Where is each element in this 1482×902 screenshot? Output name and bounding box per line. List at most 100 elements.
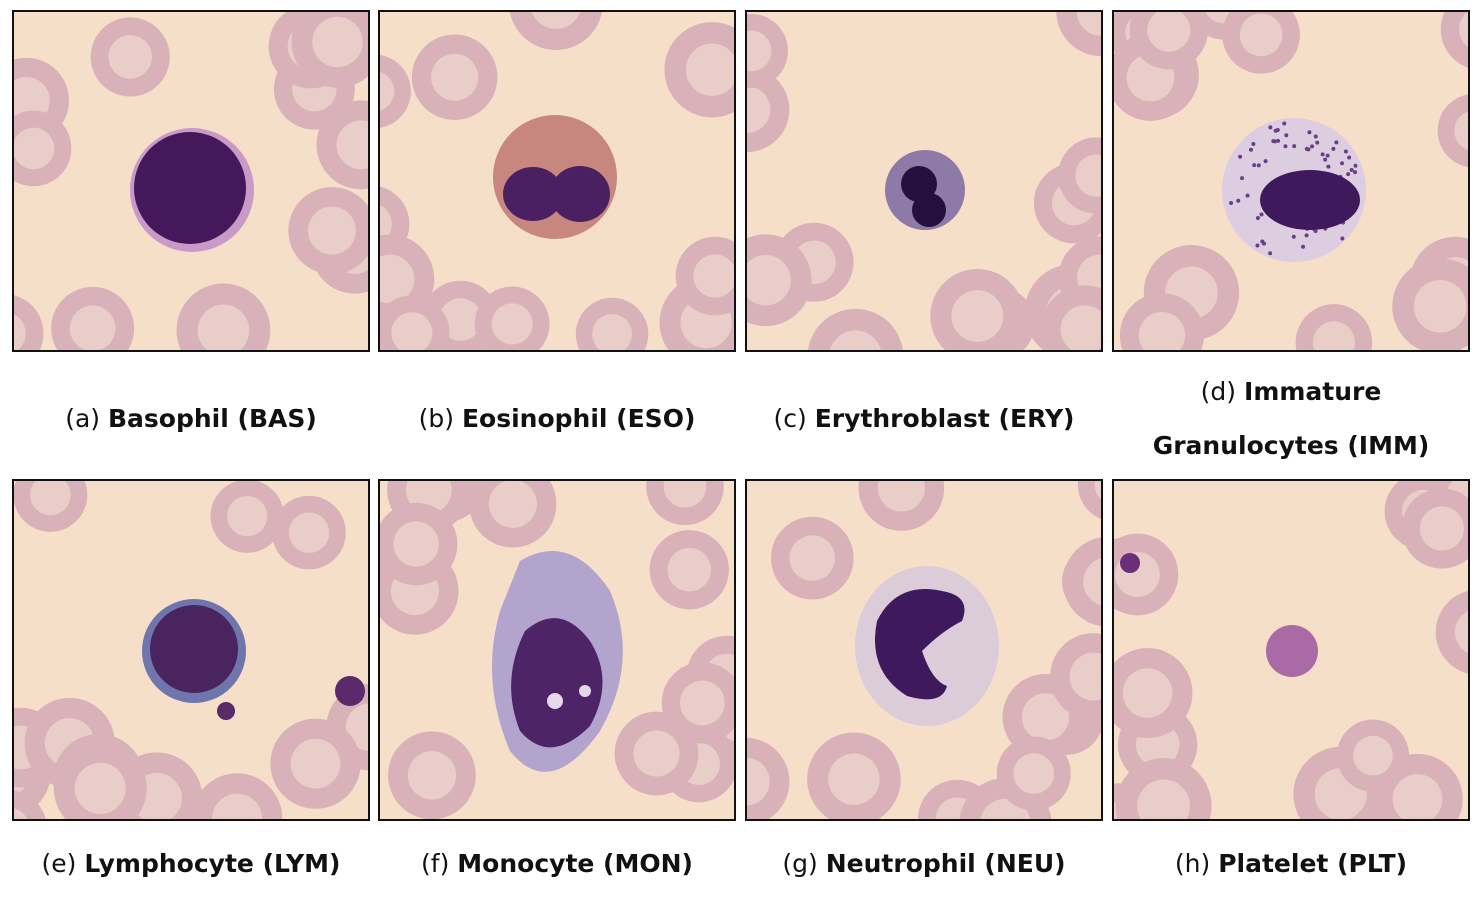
granule: [1268, 251, 1273, 256]
cell-image: [745, 479, 1103, 821]
caption: (c) Erythroblast (ERY): [754, 360, 1094, 478]
red-blood-cell-center: [1454, 111, 1468, 151]
red-blood-cell-center: [488, 481, 537, 528]
caption-text: (f) Monocyte (MON): [421, 837, 693, 891]
caption-name: Neutrophil (NEU): [825, 849, 1066, 878]
red-blood-cell-center: [1392, 774, 1443, 819]
red-blood-cell-center: [747, 30, 772, 72]
red-blood-cell-center: [212, 793, 262, 819]
red-blood-cell-center: [380, 204, 392, 244]
red-blood-cell-center: [685, 43, 734, 96]
granule: [1229, 200, 1234, 205]
nucleus: [875, 589, 965, 700]
platelet: [217, 702, 235, 720]
red-blood-cell-center: [951, 290, 1004, 342]
red-blood-cell-center: [1413, 279, 1467, 333]
granule: [1276, 138, 1281, 143]
granule: [1238, 154, 1243, 159]
red-blood-cell-center: [391, 312, 433, 350]
red-blood-cell: [808, 308, 903, 350]
cell-image: [12, 10, 370, 352]
nucleus: [550, 166, 610, 222]
caption-label: (a): [65, 404, 101, 433]
cell-image: [378, 479, 736, 821]
red-blood-cell-center: [336, 120, 368, 170]
caption-text: (e) Lymphocyte (LYM): [42, 837, 341, 891]
red-blood-cell-center: [1137, 779, 1190, 819]
red-blood-cell-center: [14, 127, 55, 170]
red-blood-cell-center: [789, 535, 836, 581]
granule: [1315, 140, 1320, 145]
granule: [1256, 163, 1261, 168]
granule: [1251, 142, 1256, 147]
granule: [1291, 234, 1296, 239]
granule: [1304, 233, 1309, 238]
red-blood-cell-center: [1021, 693, 1070, 741]
micrograph: [14, 481, 368, 819]
red-blood-cell-center: [30, 481, 71, 516]
granule: [1331, 146, 1336, 151]
granule: [1255, 215, 1260, 220]
caption: (f) Monocyte (MON): [387, 826, 727, 902]
red-blood-cell-center: [633, 730, 680, 777]
nucleus: [134, 132, 246, 244]
red-blood-cell: [1435, 590, 1468, 674]
caption-label: (h): [1174, 849, 1211, 878]
red-blood-cell-center: [380, 254, 415, 304]
red-blood-cell-center: [663, 481, 707, 508]
cell-image: [745, 10, 1103, 352]
red-blood-cell: [509, 12, 603, 51]
micrograph: [1114, 481, 1468, 819]
granule: [1306, 147, 1311, 152]
red-blood-cell-center: [667, 547, 712, 592]
granule: [1240, 176, 1245, 181]
red-blood-cell-center: [69, 305, 116, 350]
caption-name: Immature Granulocytes (IMM): [1152, 377, 1430, 460]
granule: [1310, 144, 1315, 149]
caption-name: Erythroblast (ERY): [814, 404, 1075, 433]
red-blood-cell-center: [747, 86, 771, 133]
micrograph: [1114, 12, 1468, 350]
caption-text: (a) Basophil (BAS): [65, 392, 317, 446]
red-blood-cell-center: [439, 298, 482, 341]
granule: [1320, 152, 1325, 157]
micrograph: [380, 481, 734, 819]
granule: [1353, 163, 1358, 168]
red-blood-cell: [380, 54, 411, 128]
caption: (g) Neutrophil (NEU): [754, 826, 1094, 902]
granule: [1255, 243, 1260, 248]
caption-text: (h) Platelet (PLT): [1175, 837, 1407, 891]
granule: [1273, 128, 1278, 133]
red-blood-cell-center: [531, 12, 581, 29]
red-blood-cell: [1063, 537, 1101, 627]
red-blood-cell-center: [290, 738, 341, 789]
granule: [1292, 144, 1297, 149]
nucleus: [503, 167, 563, 221]
red-blood-cell-center: [288, 512, 330, 553]
red-blood-cell-center: [312, 16, 363, 68]
nucleus: [912, 193, 946, 227]
nucleus: [1260, 170, 1360, 230]
red-blood-cell-center: [1060, 305, 1101, 350]
cell-image: [378, 10, 736, 352]
caption-label: (g): [782, 849, 818, 878]
red-blood-cell-center: [431, 53, 479, 101]
caption-text: (g) Neutrophil (NEU): [782, 837, 1065, 891]
granule: [1325, 153, 1330, 158]
red-blood-cell-center: [1353, 735, 1393, 776]
red-blood-cell-center: [14, 808, 28, 819]
caption-text: (b) Eosinophil (ESO): [419, 392, 696, 446]
red-blood-cell-center: [1076, 12, 1101, 36]
red-blood-cell-center: [197, 304, 250, 350]
micrograph: [14, 12, 368, 350]
nucleus: [511, 618, 603, 748]
red-blood-cell-center: [380, 72, 395, 111]
red-blood-cell-center: [1459, 12, 1468, 47]
red-blood-cell-center: [407, 751, 457, 800]
red-blood-cell-center: [1419, 506, 1464, 551]
granule: [1272, 139, 1277, 144]
red-blood-cell-center: [1094, 481, 1101, 500]
red-blood-cell-center: [108, 35, 153, 79]
red-blood-cell-center: [1239, 13, 1283, 57]
